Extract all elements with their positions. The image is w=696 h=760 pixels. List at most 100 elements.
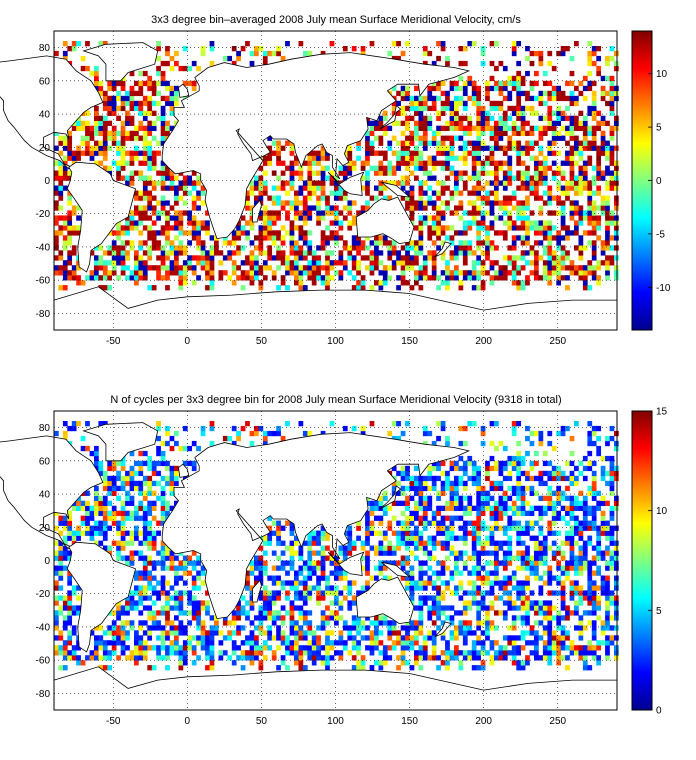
bin-cell (151, 530, 157, 536)
bin-cell (445, 615, 450, 621)
bin-cell (289, 205, 295, 211)
bin-cell (165, 265, 170, 271)
bin-cell (316, 200, 321, 206)
bin-cell (382, 510, 388, 516)
bin-cell (471, 175, 477, 181)
bin-cell (187, 65, 193, 72)
bin-cell (542, 180, 548, 186)
bin-cell (511, 575, 517, 581)
bin-cell (471, 520, 477, 526)
bin-cell (151, 505, 157, 511)
bin-cell (307, 555, 313, 561)
bin-cell (147, 150, 153, 156)
bin-cell (525, 520, 530, 526)
bin-cell (476, 170, 482, 176)
bin-cell (440, 280, 446, 286)
bin-cell (578, 190, 584, 196)
bin-cell (609, 145, 615, 151)
bin-cell (178, 600, 184, 606)
bin-cell (596, 235, 602, 241)
bin-cell (276, 255, 281, 261)
bin-cell (382, 550, 388, 556)
bin-cell (542, 125, 548, 131)
bin-cell (160, 135, 166, 141)
bin-cell (196, 205, 201, 211)
bin-cell (160, 520, 166, 526)
bin-cell (440, 90, 446, 97)
bin-cell (320, 215, 326, 221)
bin-cell (169, 100, 175, 107)
bin-cell (245, 580, 250, 586)
bin-cell (378, 135, 384, 141)
bin-cell (400, 150, 406, 156)
bin-cell (218, 270, 224, 276)
bin-cell (422, 650, 428, 656)
bin-cell (445, 505, 450, 511)
bin-cell (298, 570, 304, 576)
bin-cell (587, 85, 593, 92)
bin-cell (160, 105, 166, 112)
bin-cell (174, 645, 179, 651)
bin-cell (409, 510, 415, 516)
bin-cell (538, 585, 544, 591)
bin-cell (542, 650, 548, 656)
bin-cell (596, 555, 602, 561)
bin-cell (560, 590, 566, 596)
bin-cell (591, 60, 597, 67)
bin-cell (556, 260, 562, 266)
bin-cell (534, 490, 539, 496)
bin-cell (494, 200, 499, 206)
bin-cell (614, 85, 619, 92)
bin-cell (614, 525, 619, 531)
bin-cell (71, 625, 77, 631)
bin-cell (262, 220, 268, 226)
bin-cell (240, 245, 246, 251)
bin-cell (529, 525, 535, 531)
bin-cell (342, 585, 348, 591)
bin-cell (498, 525, 504, 531)
bin-cell (418, 585, 424, 591)
bin-cell (560, 125, 566, 131)
bin-cell (334, 600, 339, 606)
bin-cell (338, 210, 344, 216)
bin-cell (454, 230, 459, 236)
bin-cell (525, 150, 530, 156)
bin-cell (174, 555, 179, 561)
bin-cell (267, 535, 273, 541)
bin-cell (334, 215, 339, 221)
bin-cell (574, 175, 579, 181)
bin-cell (138, 255, 144, 261)
bin-cell (174, 650, 179, 656)
bin-cell (54, 540, 59, 546)
bin-cell (374, 625, 379, 631)
bin-cell (298, 230, 304, 236)
bin-cell (262, 55, 268, 62)
bin-cell (418, 275, 424, 281)
bin-cell (418, 580, 424, 586)
bin-cell (565, 630, 570, 636)
bin-cell (440, 110, 446, 116)
bin-cell (396, 285, 401, 291)
bin-cell (187, 560, 193, 566)
bin-cell (476, 625, 482, 631)
bin-cell (147, 225, 153, 231)
bin-cell (467, 580, 473, 586)
bin-cell (138, 600, 144, 606)
bin-cell (365, 645, 370, 651)
bin-cell (542, 610, 548, 616)
bin-cell (489, 41, 495, 47)
bin-cell (480, 490, 486, 496)
bin-cell (480, 595, 486, 601)
bin-cell (551, 575, 557, 581)
bin-cell (520, 555, 526, 561)
x-tick-label: 250 (549, 336, 566, 347)
bin-cell (538, 125, 544, 131)
bin-cell (396, 100, 401, 107)
bin-cell (160, 175, 166, 181)
bin-cell (600, 95, 606, 102)
bin-cell (205, 650, 210, 656)
bin-cell (547, 635, 553, 641)
bin-cell (134, 135, 139, 141)
bin-cell (116, 245, 121, 251)
bin-cell (494, 525, 499, 531)
